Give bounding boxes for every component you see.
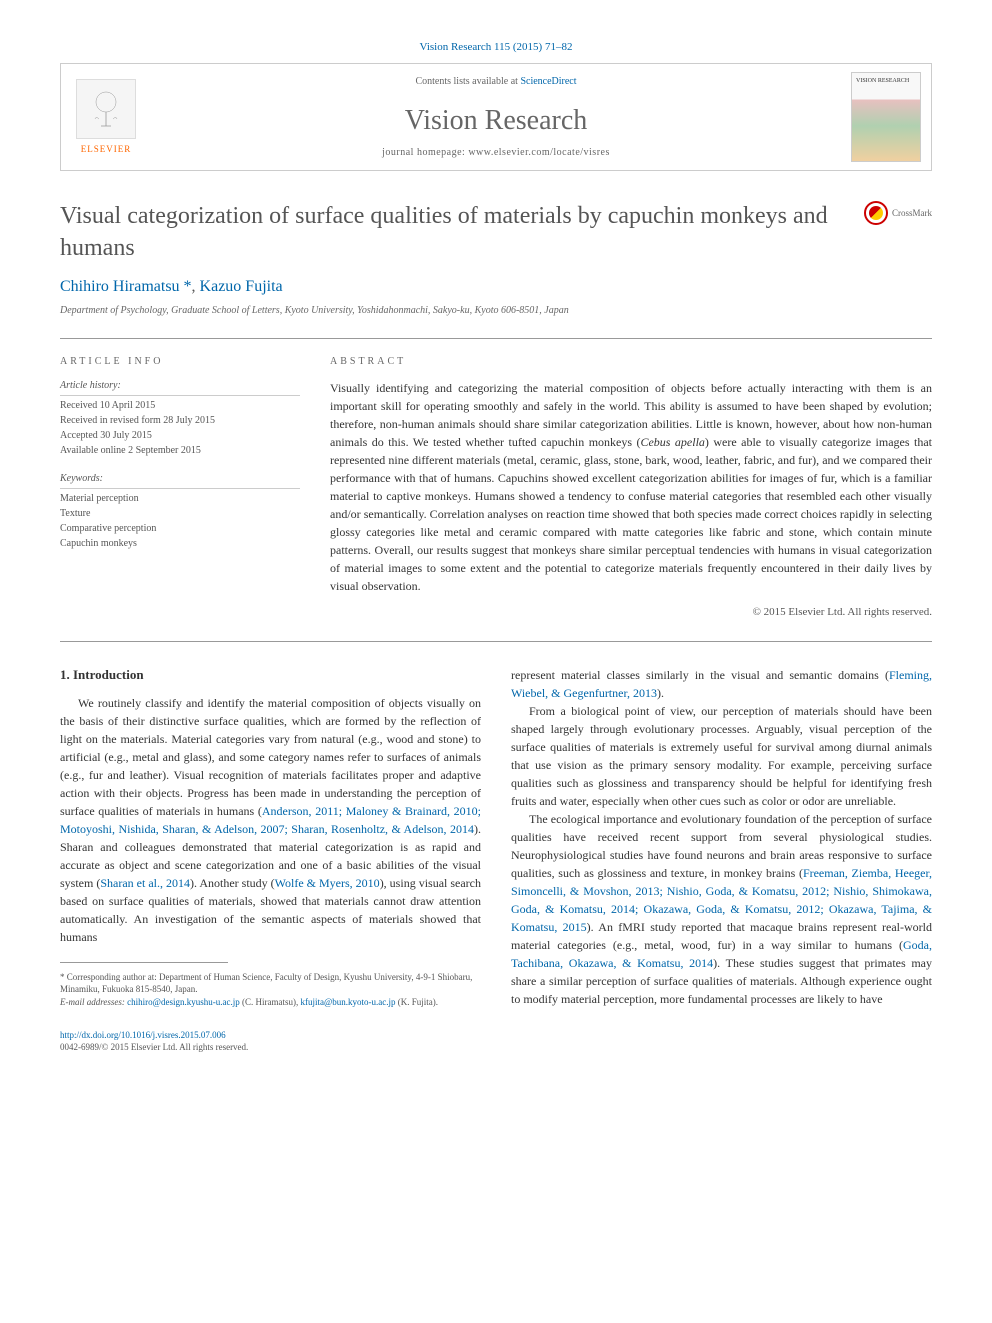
abstract-heading: ABSTRACT <box>330 355 932 369</box>
left-column: 1. Introduction We routinely classify an… <box>60 666 481 1009</box>
email-1[interactable]: chihiro@design.kyushu-u.ac.jp <box>127 997 240 1007</box>
email-footnote: E-mail addresses: chihiro@design.kyushu-… <box>60 996 481 1009</box>
abstract-copyright: © 2015 Elsevier Ltd. All rights reserved… <box>330 605 932 620</box>
cover-title-text: VISION RESEARCH <box>856 77 909 85</box>
homepage-prefix: journal homepage: <box>382 147 468 158</box>
article-info-heading: ARTICLE INFO <box>60 355 300 369</box>
ref-link-3[interactable]: Wolfe & Myers, 2010 <box>275 876 380 890</box>
abstract-text: Visually identifying and categorizing th… <box>330 379 932 595</box>
email-2-who: (K. Fujita). <box>395 997 438 1007</box>
journal-header: ELSEVIER Contents lists available at Sci… <box>60 63 932 171</box>
publisher-logo-block: ELSEVIER <box>61 64 151 170</box>
sciencedirect-link[interactable]: ScienceDirect <box>520 76 576 87</box>
contents-available: Contents lists available at ScienceDirec… <box>171 75 821 89</box>
intro-para-2: From a biological point of view, our per… <box>511 702 932 810</box>
crossmark-badge[interactable]: CrossMark <box>864 201 932 225</box>
divider <box>60 338 932 339</box>
divider-2 <box>60 641 932 642</box>
intro-para-1-cont: represent material classes similarly in … <box>511 666 932 702</box>
crossmark-label: CrossMark <box>892 207 932 220</box>
species-name: Cebus apella <box>640 435 704 449</box>
email-label: E-mail addresses: <box>60 997 127 1007</box>
homepage-url: www.elsevier.com/locate/visres <box>468 147 610 158</box>
right-column: represent material classes similarly in … <box>511 666 932 1009</box>
abstract-part2: ) were able to visually categorize image… <box>330 435 932 593</box>
p0a: represent material classes similarly in … <box>511 668 889 682</box>
contents-prefix: Contents lists available at <box>415 76 520 87</box>
author-1[interactable]: Chihiro Hiramatsu <box>60 278 184 295</box>
elsevier-tree-icon <box>76 79 136 139</box>
issn-copyright: 0042-6989/© 2015 Elsevier Ltd. All right… <box>60 1042 248 1052</box>
citation-line: Vision Research 115 (2015) 71–82 <box>60 40 932 55</box>
intro-para-3: The ecological importance and evolutiona… <box>511 810 932 1008</box>
p1c: ). Another study ( <box>190 876 275 890</box>
history-label: Article history: <box>60 379 300 396</box>
journal-cover: VISION RESEARCH <box>841 64 931 170</box>
email-2[interactable]: kfujita@bun.kyoto-u.ac.jp <box>300 997 395 1007</box>
keywords-text: Material perception Texture Comparative … <box>60 491 300 551</box>
email-1-who: (C. Hiramatsu), <box>240 997 301 1007</box>
author-sep: , <box>192 278 200 295</box>
page-footer: http://dx.doi.org/10.1016/j.visres.2015.… <box>60 1029 932 1054</box>
history-text: Received 10 April 2015 Received in revis… <box>60 398 300 458</box>
author-2[interactable]: Kazuo Fujita <box>200 278 283 295</box>
ref-link-2[interactable]: Sharan et al., 2014 <box>100 876 190 890</box>
affiliation: Department of Psychology, Graduate Schoo… <box>60 304 932 318</box>
cover-thumbnail: VISION RESEARCH <box>851 72 921 162</box>
footnote-separator <box>60 962 228 963</box>
publisher-name: ELSEVIER <box>81 143 132 156</box>
article-info-column: ARTICLE INFO Article history: Received 1… <box>60 355 300 620</box>
p0b: ). <box>657 686 664 700</box>
section-1-heading: 1. Introduction <box>60 666 481 684</box>
author-list: Chihiro Hiramatsu *, Kazuo Fujita <box>60 276 932 298</box>
abstract-column: ABSTRACT Visually identifying and catego… <box>330 355 932 620</box>
journal-homepage: journal homepage: www.elsevier.com/locat… <box>171 146 821 160</box>
keywords-label: Keywords: <box>60 472 300 489</box>
author-1-corr-mark[interactable]: * <box>184 278 192 295</box>
doi-link[interactable]: http://dx.doi.org/10.1016/j.visres.2015.… <box>60 1030 226 1040</box>
p1a: We routinely classify and identify the m… <box>60 696 481 818</box>
body-columns: 1. Introduction We routinely classify an… <box>60 666 932 1009</box>
crossmark-icon <box>864 201 888 225</box>
journal-name: Vision Research <box>171 101 821 140</box>
article-title: Visual categorization of surface qualiti… <box>60 201 864 263</box>
intro-para-1: We routinely classify and identify the m… <box>60 694 481 946</box>
corresponding-author-footnote: * Corresponding author at: Department of… <box>60 971 481 996</box>
